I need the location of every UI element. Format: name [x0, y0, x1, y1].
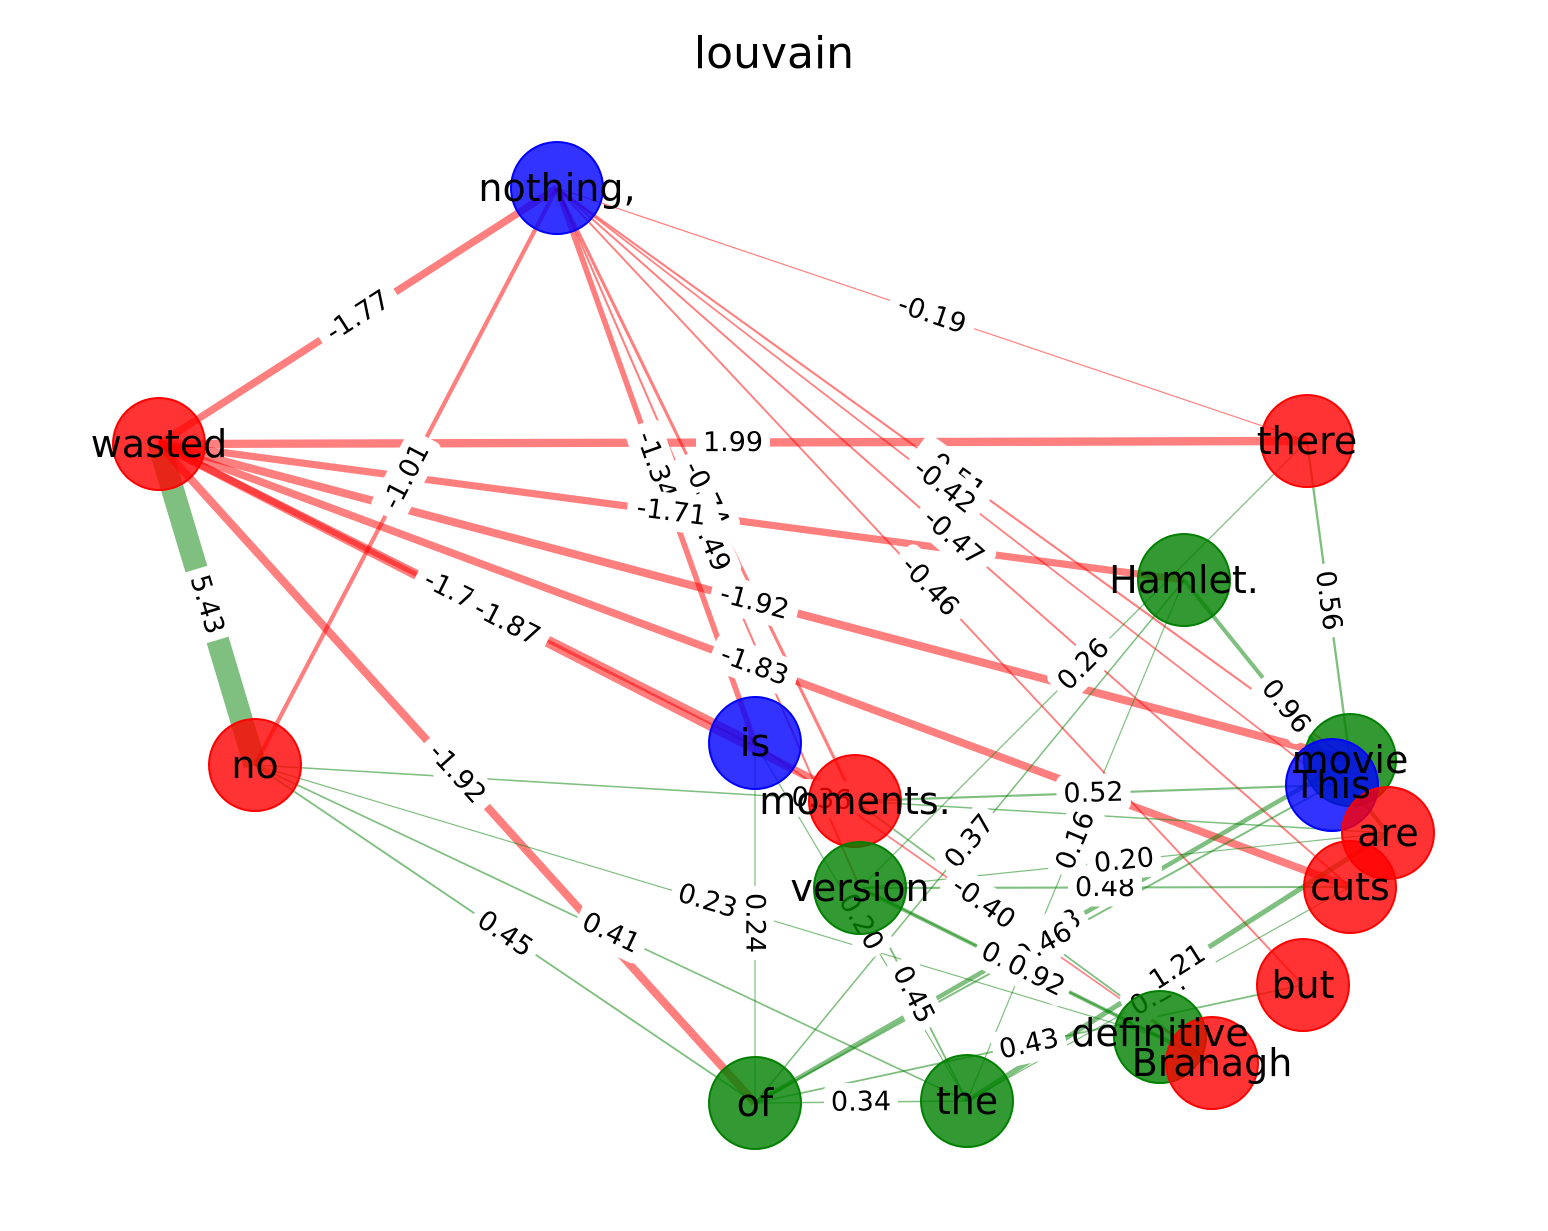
node-no [208, 718, 302, 812]
node-label-but: but [1271, 963, 1334, 1007]
edge-label-nothing-but: -0.46 [889, 544, 971, 629]
node-label-hamlet: Hamlet. [1109, 558, 1259, 602]
edge-label-wasted-moments: -1.87 [461, 588, 553, 657]
edge-label-the-are: 1.21 [1139, 934, 1216, 1000]
svg-text:0.34: 0.34 [831, 1086, 891, 1118]
node-label-cuts: cuts [1310, 865, 1390, 909]
edge-label-wasted-nothing: -1.77 [313, 279, 403, 353]
node-label-are: are [1357, 811, 1418, 855]
node-branagh [1165, 1016, 1259, 1110]
edge-label-of-but: 0.43 [990, 1019, 1068, 1069]
node-label-this: This [1292, 763, 1371, 807]
nodes-layer [112, 141, 1435, 1150]
edge-label-wasted-of: -1.92 [416, 731, 498, 816]
node-wasted [112, 397, 206, 491]
node-label-moments: moments. [759, 779, 951, 823]
node-label-nothing: nothing, [478, 166, 635, 210]
node-but [1256, 938, 1350, 1032]
node-is [708, 696, 802, 790]
node-of [708, 1056, 802, 1150]
node-label-there: there [1257, 419, 1358, 463]
node-labels-layer: nothing, wasted there Hamlet. no is movieThisa… [91, 166, 1419, 1125]
edge-label-wasted-movie: -1.92 [708, 574, 801, 630]
edge-label-there-movie: 0.56 [1305, 562, 1352, 639]
edge-label-is-of: 0.24 [736, 886, 774, 960]
node-label-the: the [936, 1079, 998, 1123]
chart-title: louvain [694, 28, 854, 79]
node-label-of: of [737, 1081, 775, 1125]
edge-labels-layer: -1.77-1.015.431.99-0.19-0.51-1.34-0.74-0… [180, 279, 1352, 1122]
svg-text:0.24: 0.24 [740, 893, 771, 953]
node-label-movie: movie [1292, 738, 1409, 782]
edge-label-wasted-no: 5.43 [180, 565, 234, 644]
node-label-definitive: definitive [1071, 1011, 1248, 1055]
node-label-wasted: wasted [91, 422, 228, 466]
svg-text:0.43: 0.43 [996, 1023, 1061, 1066]
node-label-branagh: Branagh [1132, 1041, 1293, 1085]
node-label-no: no [231, 743, 278, 787]
node-hamlet [1137, 533, 1231, 627]
node-the [920, 1054, 1014, 1148]
edge-label-wasted-there: 1.99 [695, 423, 771, 462]
edge-label-no-the: 0.41 [572, 902, 650, 964]
edge-label-wasted-hamlet: -1.71 [625, 488, 718, 536]
node-cuts [1303, 840, 1397, 934]
svg-text:1.99: 1.99 [703, 427, 763, 458]
node-label-version: version [790, 866, 929, 910]
edge-label-version-are: 0.20 [1086, 838, 1162, 883]
edge-label-no-definitive: 0.23 [668, 874, 747, 928]
node-there [1260, 394, 1354, 488]
edge-label-moments-this: 0.52 [1056, 773, 1131, 813]
edge-label-nothing-there: -0.19 [885, 284, 979, 345]
node-version [813, 841, 907, 935]
edge-label-no-of: 0.45 [466, 900, 544, 968]
edge-label-of-the: 0.34 [823, 1082, 899, 1122]
svg-text:0.20: 0.20 [1092, 842, 1155, 879]
node-nothing [510, 141, 604, 235]
node-label-is: is [740, 721, 770, 765]
